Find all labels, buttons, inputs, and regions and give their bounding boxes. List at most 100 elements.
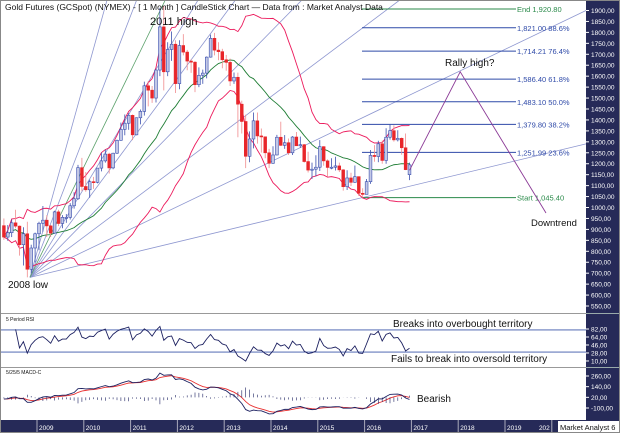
value-axis-background <box>586 0 620 421</box>
candle-up <box>384 136 388 161</box>
candle-up <box>275 136 279 156</box>
candle-down <box>286 142 291 154</box>
candle-down <box>173 43 178 84</box>
y-tick-label: 1200,00 <box>591 161 615 168</box>
candle-up <box>169 43 174 50</box>
candle-up <box>318 146 322 168</box>
candle-up <box>123 122 127 130</box>
x-tick-label: 2019 <box>507 425 522 432</box>
candle-down <box>240 103 244 122</box>
x-tick-label: 2011 <box>133 425 147 432</box>
candle-down <box>360 192 365 195</box>
candle-down <box>244 121 248 157</box>
candle-up <box>142 85 146 112</box>
rsi-tick-label: 10,00 <box>591 358 608 365</box>
candle-down <box>91 181 96 183</box>
y-tick-label: 1450,00 <box>591 107 615 114</box>
candle-down <box>212 38 217 51</box>
candle-down <box>2 225 6 238</box>
candle-down <box>189 60 193 63</box>
y-tick-label: 800,00 <box>591 249 611 256</box>
y-tick-label: 1500,00 <box>591 96 615 103</box>
candle-up <box>119 129 123 141</box>
candle-up <box>103 153 108 162</box>
candle-down <box>224 59 228 63</box>
y-tick-label: 1650,00 <box>591 63 615 70</box>
candle-down <box>259 135 263 138</box>
candle-down <box>193 61 197 86</box>
y-tick-label: 1850,00 <box>591 19 615 26</box>
candle-up <box>158 26 162 71</box>
bollinger-upper <box>3 13 410 238</box>
fib-level-label: 1,379.80 38.2% <box>517 120 570 129</box>
candle-up <box>290 136 295 154</box>
candle-down <box>403 147 408 170</box>
candle-down <box>349 177 353 183</box>
x-tick-label: 2010 <box>86 425 101 432</box>
candle-up <box>201 72 205 76</box>
chart-title: Gold Futures (GCSpot) (NYMEX) - [ 1 Mont… <box>5 2 383 12</box>
candle-up <box>127 115 131 124</box>
candle-up <box>76 167 80 200</box>
candle-down <box>228 62 232 82</box>
candle-up <box>396 138 400 141</box>
x-tick-label: 2016 <box>367 425 382 432</box>
projection-line <box>409 70 547 214</box>
fib-level-label: 1,483.10 50.0% <box>517 98 570 107</box>
candle-up <box>115 140 119 154</box>
candle-down <box>130 115 135 136</box>
candle-down <box>255 120 260 137</box>
candle-down <box>267 152 271 164</box>
candle-up <box>21 233 26 246</box>
fib-level-label: End 1,920.80 <box>517 5 562 14</box>
candle-up <box>333 165 338 168</box>
y-tick-label: 550,00 <box>591 304 611 311</box>
candle-up <box>72 198 76 207</box>
candle-down <box>17 225 22 246</box>
candle-down <box>380 143 384 161</box>
candle-down <box>107 153 111 169</box>
date-axis-background <box>0 420 620 433</box>
date-axis: 2009 2010 2011 2012 2013 2014 2015 2016 2017 2018… <box>0 420 620 433</box>
candle-down <box>337 165 341 171</box>
candle-up <box>166 49 170 73</box>
y-tick-label: 1350,00 <box>591 128 615 135</box>
candle-down <box>341 169 345 188</box>
fan-line <box>29 143 587 278</box>
annotation-macd-bearish: Bearish <box>417 394 451 405</box>
candle-down <box>392 130 396 141</box>
x-tick-label: 2017 <box>413 425 428 432</box>
candle-down <box>25 233 29 270</box>
candle-down <box>325 160 330 168</box>
candle-down <box>220 51 224 61</box>
candle-up <box>205 56 209 74</box>
x-tick-label: 2012 <box>179 425 194 432</box>
projection-path <box>409 70 547 214</box>
candle-down <box>236 76 240 105</box>
fan-line <box>29 0 138 278</box>
rsi-tick-label: 82,00 <box>591 327 608 334</box>
candle-down <box>84 186 88 191</box>
candle-up <box>271 154 275 164</box>
candle-down <box>181 45 185 53</box>
fan-line <box>29 0 401 278</box>
macd-tick-label: 260,00 <box>591 374 611 381</box>
brand-box <box>558 421 620 433</box>
candle-down <box>80 167 84 187</box>
candle-up <box>247 138 252 157</box>
candle-down <box>321 146 326 162</box>
candle-down <box>185 51 189 62</box>
candle-up <box>368 155 373 182</box>
fib-level-label: 1,251.99 23.6% <box>517 148 570 157</box>
candle-up <box>208 38 213 58</box>
candle-up <box>29 247 33 270</box>
annotation-rsi-overbought: Breaks into overbought territory <box>393 319 533 330</box>
y-tick-label: 1100,00 <box>591 183 614 190</box>
candle-up <box>64 217 69 219</box>
candle-up <box>88 181 92 191</box>
y-tick-label: 1800,00 <box>591 30 615 37</box>
macd-tick-label: -100,00 <box>591 406 613 413</box>
y-tick-label: 750,00 <box>591 260 611 267</box>
